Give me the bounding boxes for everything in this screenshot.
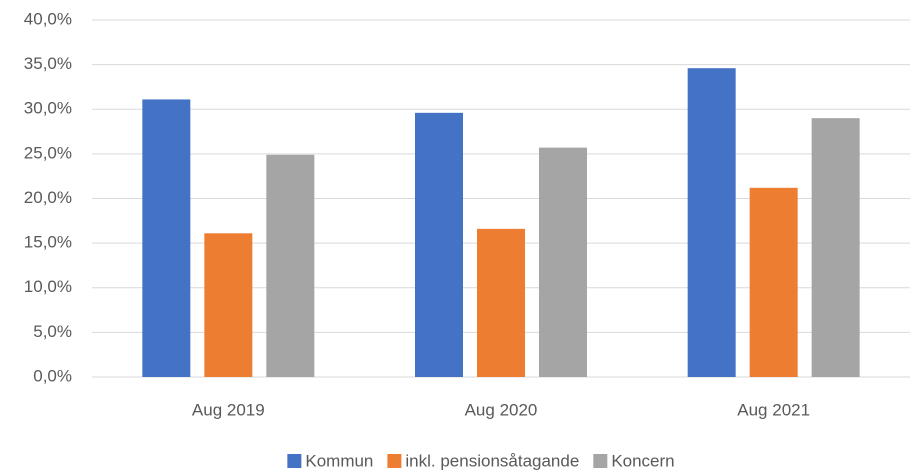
- y-tick-label: 0,0%: [33, 366, 72, 385]
- y-tick-label: 35,0%: [24, 54, 72, 73]
- bar: [539, 147, 587, 377]
- legend-swatch: [593, 454, 608, 468]
- x-tick-label: Aug 2019: [192, 400, 265, 419]
- bar: [266, 154, 315, 377]
- x-tick-label: Aug 2021: [737, 400, 810, 419]
- bar: [415, 112, 463, 377]
- y-tick-label: 20,0%: [24, 188, 72, 207]
- y-tick-label: 40,0%: [24, 9, 72, 28]
- bar: [811, 118, 860, 378]
- y-tick-label: 5,0%: [33, 322, 72, 341]
- legend-label: Kommun: [305, 451, 373, 470]
- y-tick-label: 15,0%: [24, 233, 72, 252]
- bar: [749, 187, 798, 377]
- x-tick-label: Aug 2020: [465, 400, 538, 419]
- legend-swatch: [387, 454, 402, 468]
- legend-label: Koncern: [611, 451, 674, 470]
- y-tick-label: 10,0%: [24, 277, 72, 296]
- bar: [204, 233, 253, 377]
- y-tick-label: 30,0%: [24, 99, 72, 118]
- bar: [477, 228, 525, 377]
- bar: [687, 68, 736, 377]
- bar: [142, 99, 191, 378]
- legend-label: inkl. pensionsåtagande: [405, 451, 579, 470]
- legend-swatch: [287, 454, 302, 468]
- y-tick-label: 25,0%: [24, 143, 72, 162]
